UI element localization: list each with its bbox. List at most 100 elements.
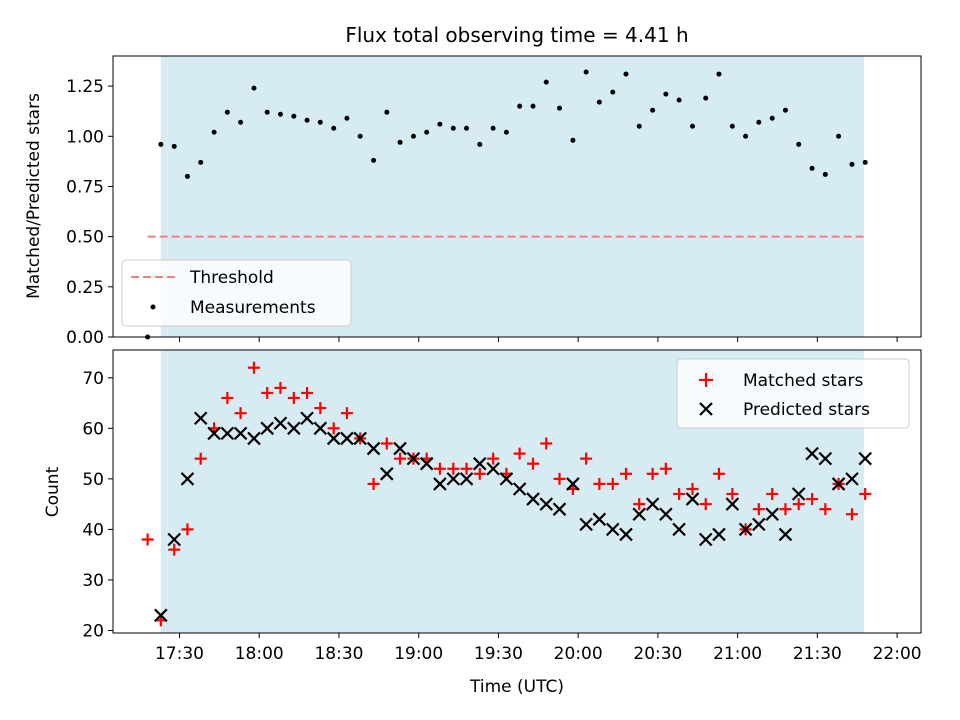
matched-star-point <box>287 392 300 405</box>
count-y-tick-label: 30 <box>82 571 104 591</box>
matched-star-point <box>712 467 725 480</box>
predicted-star-point <box>220 426 235 441</box>
matched-star-point <box>194 452 207 465</box>
predicted-star-point <box>433 477 447 491</box>
matched-stars-points <box>141 361 872 627</box>
measurement-point <box>171 143 177 149</box>
measurement-point <box>756 119 762 125</box>
legend-predicted-swatch <box>699 402 713 416</box>
ratio-y-tick-label: 0.75 <box>66 177 104 197</box>
predicted-star-point <box>366 441 381 456</box>
matched-star-point <box>181 523 194 536</box>
ratio-y-tick-label: 1.00 <box>66 127 104 147</box>
predicted-star-point <box>659 507 673 522</box>
ratio-legend-box <box>121 259 352 327</box>
measurement-point <box>477 141 483 147</box>
legend-matched-swatch <box>699 373 713 387</box>
matched-star-point <box>553 472 566 485</box>
count-y-tick-label: 70 <box>82 369 104 389</box>
measurement-point <box>410 133 416 139</box>
measurement-point <box>264 109 270 115</box>
matched-star-point <box>699 498 712 511</box>
predicted-star-point <box>154 608 168 623</box>
predicted-star-point <box>605 522 620 537</box>
predicted-star-point <box>459 472 474 486</box>
predicted-star-point <box>831 477 846 491</box>
predicted-star-point <box>858 451 872 466</box>
matched-star-point <box>327 422 340 435</box>
predicted-stars-points <box>154 411 872 623</box>
predicted-star-point <box>778 527 793 542</box>
predicted-star-point <box>393 441 407 456</box>
matched-star-point <box>580 452 593 465</box>
matched-star-point <box>487 452 500 465</box>
count-panel: 20 30 40 50 60 70 17:30 18:00 18:30 19:00 19:30 20… <box>43 349 922 697</box>
predicted-star-point <box>446 472 461 486</box>
predicted-star-point <box>260 421 274 436</box>
measurement-point <box>769 115 775 121</box>
predicted-star-point <box>672 522 686 537</box>
matched-star-point <box>314 402 327 415</box>
measurement-point <box>304 117 310 123</box>
chart-title: Flux total observing time = 4.41 h <box>345 23 688 47</box>
measurement-point <box>862 159 868 165</box>
ratio-y-tick-label: 0.00 <box>66 328 104 348</box>
measurement-point <box>424 129 430 135</box>
matched-star-point <box>752 503 765 516</box>
predicted-star-point <box>180 472 195 486</box>
matched-star-point <box>234 407 247 420</box>
measurement-point <box>291 113 297 119</box>
count-y-tick-label: 50 <box>82 470 104 490</box>
predicted-star-point <box>300 411 314 426</box>
matched-star-point <box>340 407 353 420</box>
measurement-point <box>517 103 523 109</box>
matched-star-point <box>819 503 832 516</box>
measurement-point <box>822 171 828 177</box>
predicted-star-point <box>406 451 421 466</box>
matched-star-point <box>673 488 686 501</box>
count-y-tick-label: 20 <box>82 621 104 641</box>
measurement-point <box>556 105 562 111</box>
measurement-point <box>198 159 204 165</box>
measurement-point <box>689 123 695 129</box>
measurement-point <box>530 103 536 109</box>
x-tick-label: 20:30 <box>633 644 682 664</box>
measurement-point <box>450 125 456 131</box>
measurement-point <box>583 69 589 75</box>
x-tick-label: 18:30 <box>314 644 363 664</box>
predicted-star-point <box>419 456 434 471</box>
measurement-point <box>158 141 164 147</box>
measurement-point <box>371 157 377 163</box>
predicted-star-point <box>499 472 514 486</box>
predicted-star-point <box>791 487 806 501</box>
measurement-point <box>357 133 363 139</box>
predicted-star-point <box>472 456 487 471</box>
matched-star-point <box>141 533 154 546</box>
count-y-axis-label: Count <box>43 466 63 517</box>
predicted-star-point <box>273 416 288 431</box>
predicted-star-point <box>167 532 182 547</box>
predicted-star-point <box>233 426 248 441</box>
matched-star-point <box>261 386 274 399</box>
count-y-tick-label: 60 <box>82 419 104 439</box>
matched-star-point <box>726 488 739 501</box>
measurement-point <box>184 173 190 179</box>
matched-star-point <box>527 457 540 470</box>
matched-star-point <box>686 482 699 495</box>
predicted-star-point <box>619 527 633 542</box>
legend-threshold-label: Threshold <box>189 268 274 288</box>
predicted-star-point <box>313 421 328 436</box>
matched-star-point <box>606 477 619 490</box>
measurement-point <box>716 71 722 77</box>
predicted-star-point <box>765 507 779 522</box>
matched-star-point <box>593 477 606 490</box>
count-y-tick-label: 40 <box>82 520 104 540</box>
matched-star-point <box>619 467 632 480</box>
x-tick-label: 17:30 <box>155 644 204 664</box>
predicted-star-point <box>738 522 753 537</box>
measurement-point <box>782 107 788 113</box>
matched-star-point <box>766 488 779 501</box>
measurement-point <box>650 107 656 113</box>
matched-star-point <box>633 498 646 511</box>
matched-star-point <box>380 437 393 450</box>
